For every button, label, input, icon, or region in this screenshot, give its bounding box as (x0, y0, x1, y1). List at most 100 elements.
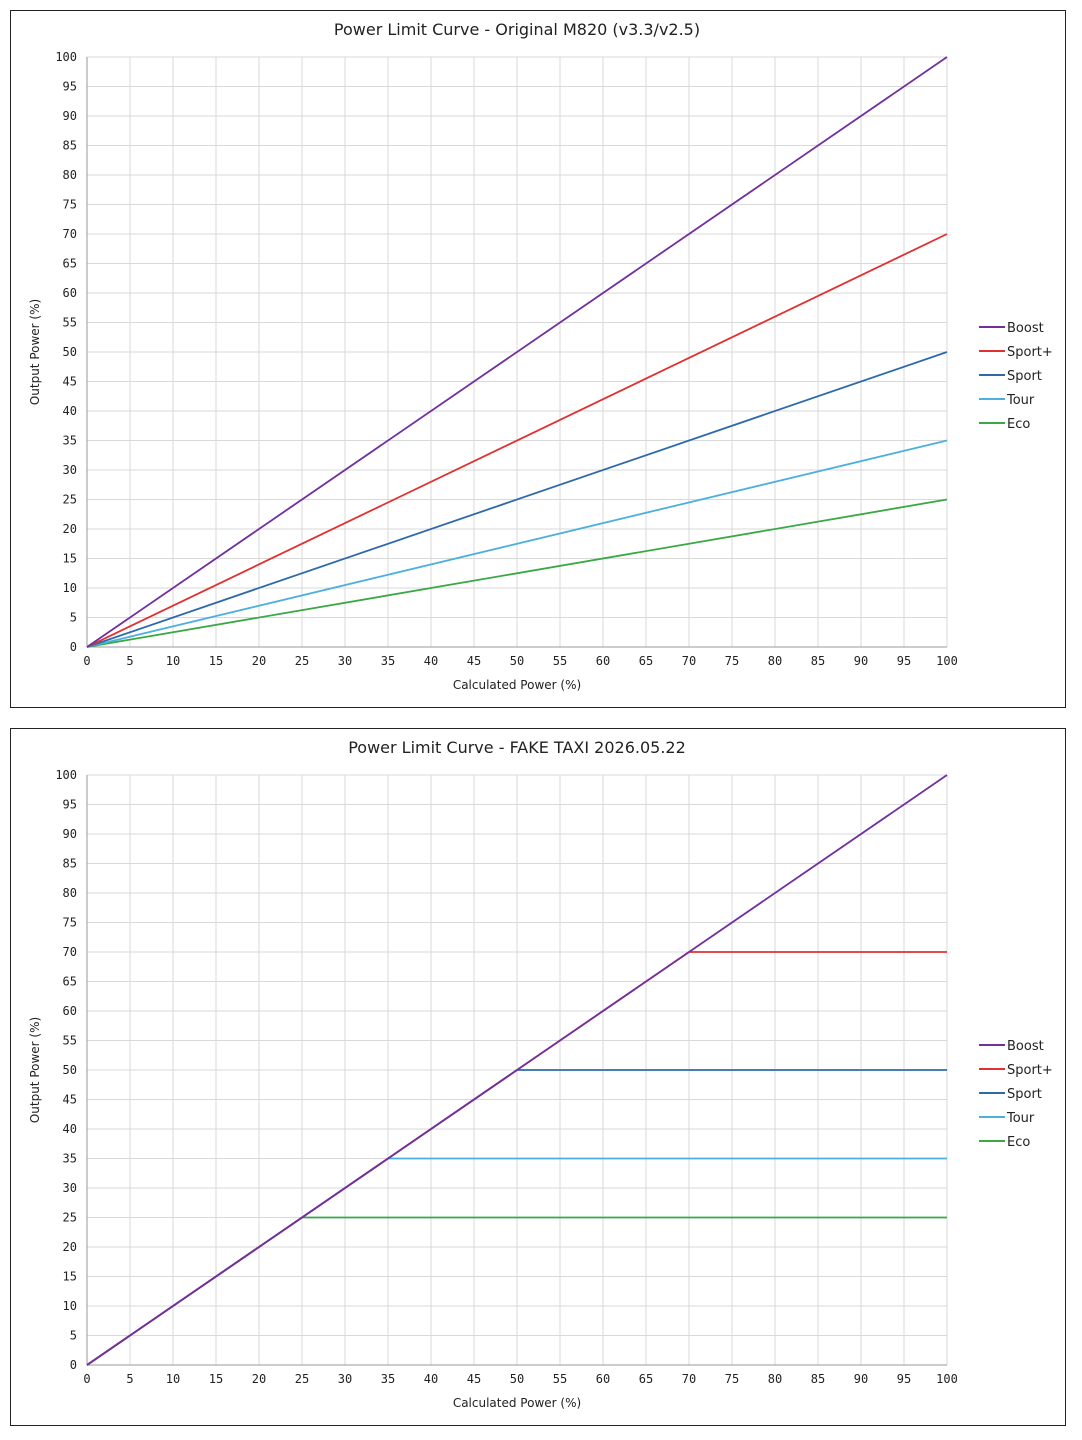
x-axis-label: Calculated Power (%) (453, 678, 581, 692)
x-tick-label: 50 (510, 1372, 524, 1386)
y-tick-label: 45 (63, 1093, 77, 1107)
y-tick-label: 95 (63, 80, 77, 94)
y-tick-label: 0 (70, 1358, 77, 1372)
y-tick-label: 75 (63, 198, 77, 212)
x-tick-label: 100 (936, 654, 958, 668)
y-tick-label: 90 (63, 827, 77, 841)
x-tick-label: 70 (682, 654, 696, 668)
y-tick-label: 85 (63, 857, 77, 871)
x-tick-label: 60 (596, 654, 610, 668)
y-tick-label: 35 (63, 434, 77, 448)
y-tick-labels: 0 5 10 15 20 25 30 35 40 45 50 55 60 65 70 75 80 85 90 95 10… (55, 768, 77, 1372)
x-tick-label: 35 (381, 654, 395, 668)
x-tick-label: 25 (295, 654, 309, 668)
y-tick-label: 50 (63, 345, 77, 359)
series-line-boost (86, 774, 948, 1366)
x-axis-label: Calculated Power (%) (453, 1396, 581, 1410)
series-line-sport (86, 233, 948, 648)
y-tick-label: 50 (63, 1063, 77, 1077)
x-tick-label: 5 (126, 1372, 133, 1386)
x-tick-label: 80 (768, 654, 782, 668)
chart-original-m820: Power Limit Curve - Original M820 (v3.3/… (28, 20, 1053, 692)
legend-label-eco: Eco (1007, 1135, 1030, 1150)
x-tick-label: 20 (252, 654, 266, 668)
y-tick-label: 40 (63, 404, 77, 418)
y-tick-label: 60 (63, 1004, 77, 1018)
y-tick-label: 100 (55, 50, 77, 64)
y-tick-label: 10 (63, 581, 77, 595)
legend-label-sport: Sport (1007, 1087, 1042, 1102)
x-tick-label: 15 (209, 654, 223, 668)
x-tick-label: 100 (936, 1372, 958, 1386)
y-tick-label: 65 (63, 257, 77, 271)
y-tick-label: 25 (63, 493, 77, 507)
chart-title: Power Limit Curve - Original M820 (v3.3/… (334, 20, 700, 39)
x-tick-label: 40 (424, 654, 438, 668)
x-tick-label: 10 (166, 1372, 180, 1386)
series-lines (86, 774, 948, 1366)
x-tick-label: 30 (338, 654, 352, 668)
x-tick-label: 55 (553, 654, 567, 668)
y-tick-label: 80 (63, 886, 77, 900)
legend-label-sport: Sport+ (1007, 1063, 1053, 1078)
series-line-tour (86, 439, 948, 648)
legend: Boost Sport+ Sport Tour Eco (979, 1039, 1053, 1150)
x-tick-label: 0 (83, 1372, 90, 1386)
x-tick-label: 15 (209, 1372, 223, 1386)
y-tick-label: 55 (63, 316, 77, 330)
series-line-boost (86, 56, 948, 648)
legend: Boost Sport+ Sport Tour Eco (979, 321, 1053, 432)
y-tick-label: 20 (63, 1240, 77, 1254)
x-tick-label: 30 (338, 1372, 352, 1386)
x-tick-label: 5 (126, 654, 133, 668)
x-tick-label: 45 (467, 1372, 481, 1386)
legend-label-eco: Eco (1007, 417, 1030, 432)
y-tick-label: 95 (63, 798, 77, 812)
legend-label-tour: Tour (1006, 1111, 1035, 1126)
x-tick-label: 60 (596, 1372, 610, 1386)
legend-label-boost: Boost (1007, 1039, 1044, 1054)
y-tick-label: 5 (70, 1329, 77, 1343)
y-tick-label: 20 (63, 522, 77, 536)
x-tick-label: 45 (467, 654, 481, 668)
x-tick-label: 65 (639, 654, 653, 668)
chart-fake-taxi: Power Limit Curve - FAKE TAXI 2026.05.22… (28, 738, 1053, 1410)
y-tick-label: 30 (63, 1181, 77, 1195)
y-tick-label: 15 (63, 552, 77, 566)
gridlines (86, 56, 948, 648)
x-tick-label: 20 (252, 1372, 266, 1386)
y-tick-label: 70 (63, 227, 77, 241)
x-tick-label: 70 (682, 1372, 696, 1386)
y-tick-label: 80 (63, 168, 77, 182)
x-tick-label: 85 (811, 1372, 825, 1386)
x-tick-label: 10 (166, 654, 180, 668)
legend-label-sport: Sport (1007, 369, 1042, 384)
x-tick-label: 90 (854, 654, 868, 668)
x-tick-label: 85 (811, 654, 825, 668)
y-axis-label: Output Power (%) (28, 1017, 42, 1123)
y-tick-label: 15 (63, 1270, 77, 1284)
series-line-sport (86, 351, 948, 648)
y-tick-labels: 0 5 10 15 20 25 30 35 40 45 50 55 60 65 70 75 80 85 90 95 10… (55, 50, 77, 654)
y-tick-label: 100 (55, 768, 77, 782)
series-lines (86, 56, 948, 648)
legend-label-tour: Tour (1006, 393, 1035, 408)
legend-label-sport: Sport+ (1007, 345, 1053, 360)
y-tick-label: 35 (63, 1152, 77, 1166)
y-tick-label: 70 (63, 945, 77, 959)
y-tick-label: 25 (63, 1211, 77, 1225)
x-tick-label: 25 (295, 1372, 309, 1386)
x-tick-labels: 0 5 10 15 20 25 30 35 40 45 50 55 60 65 70 75 80 85 90 95 10… (83, 1372, 957, 1386)
y-tick-label: 75 (63, 916, 77, 930)
y-tick-label: 45 (63, 375, 77, 389)
x-tick-label: 50 (510, 654, 524, 668)
x-tick-label: 95 (897, 654, 911, 668)
x-tick-label: 95 (897, 1372, 911, 1386)
y-tick-label: 30 (63, 463, 77, 477)
x-tick-label: 35 (381, 1372, 395, 1386)
x-tick-label: 90 (854, 1372, 868, 1386)
chart-title: Power Limit Curve - FAKE TAXI 2026.05.22 (348, 738, 686, 757)
x-tick-label: 75 (725, 654, 739, 668)
y-axis-label: Output Power (%) (28, 299, 42, 405)
y-tick-label: 65 (63, 975, 77, 989)
